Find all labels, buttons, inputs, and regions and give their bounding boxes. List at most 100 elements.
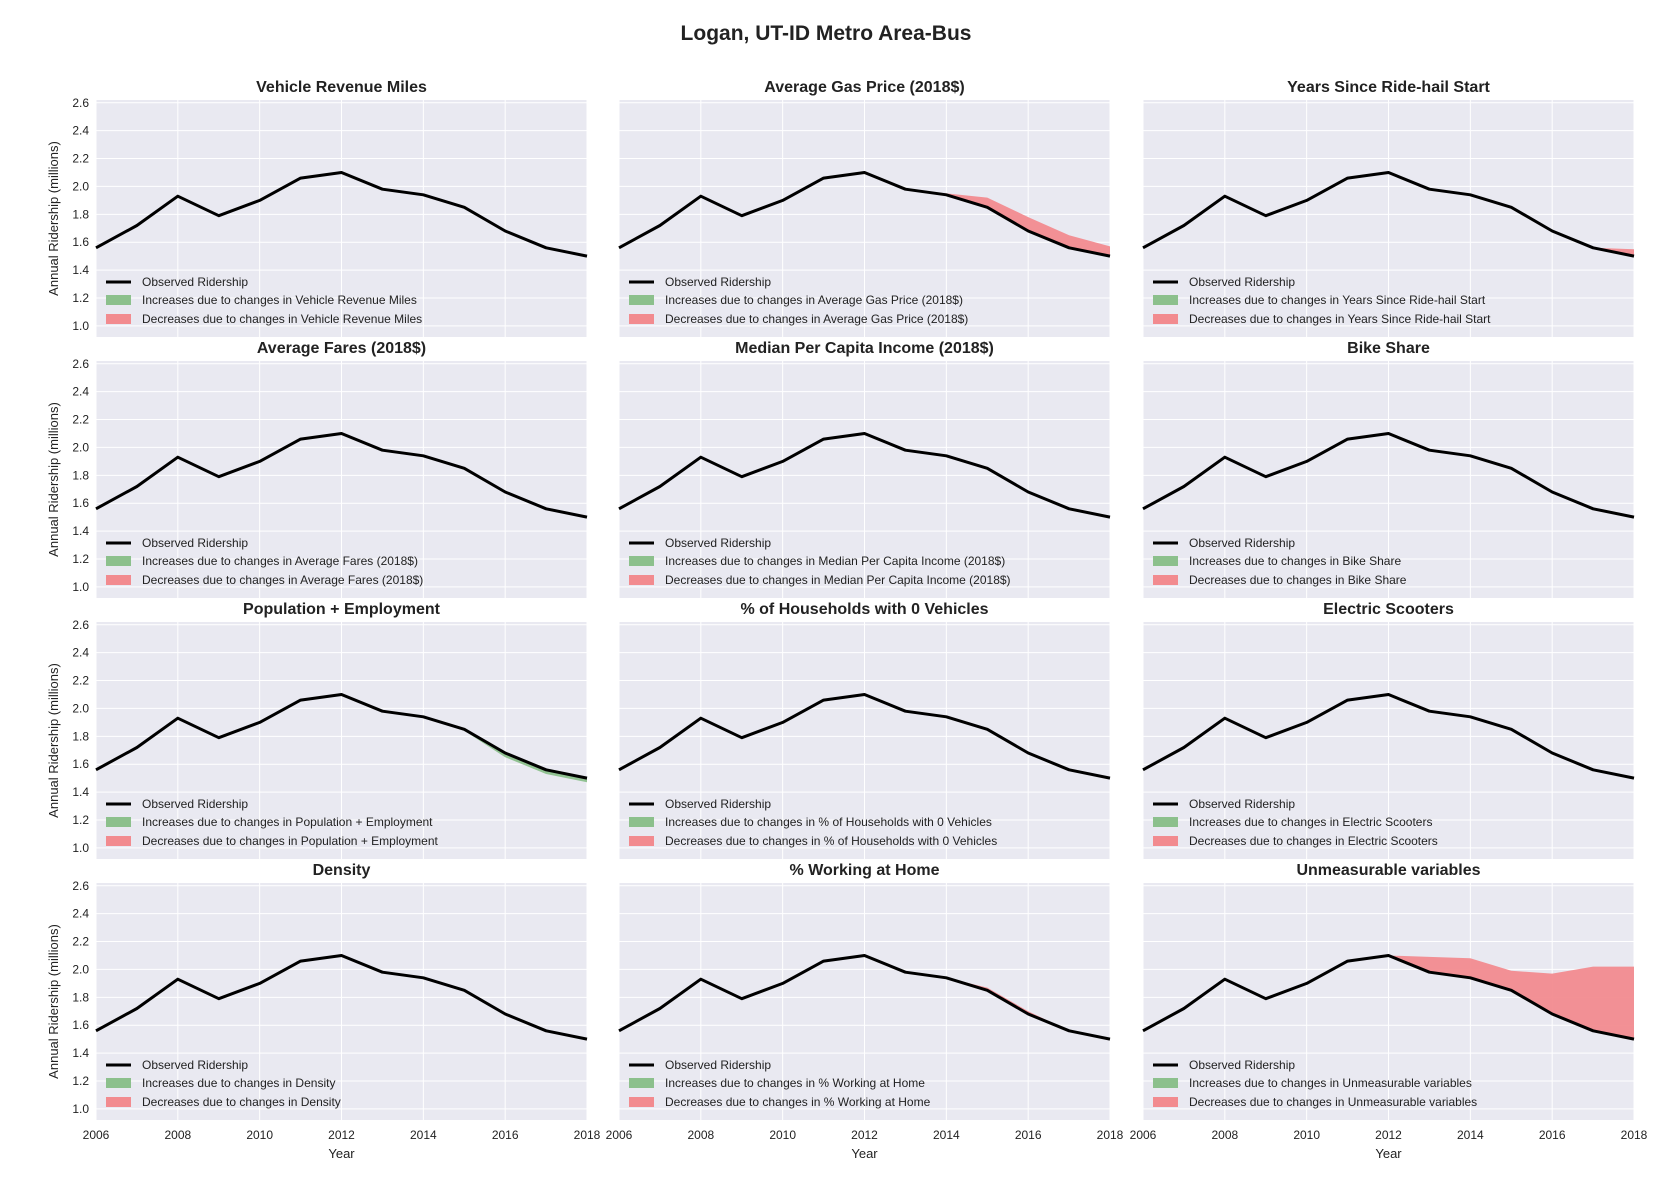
x-tick-label: 2014 [410,1128,437,1142]
y-axis-label: Annual Ridership (millions) [46,663,61,818]
panel-title: Years Since Ride-hail Start [1287,79,1490,96]
y-tick-label: 2.6 [72,618,89,632]
y-tick-label: 2.0 [72,179,89,193]
panel-title: % Working at Home [790,862,940,879]
panel-vehicle-revenue-miles: Vehicle Revenue Miles 1.0 1.2 1.4 1.6 1.8 2.0 2… [46,79,588,337]
decrease-effect-area [619,172,1110,257]
observed-ridership-line [1142,954,1635,1041]
legend: Observed Ridership Increases due to chang… [1153,1058,1477,1109]
y-tick-label: 1.0 [72,841,89,855]
legend-increase-swatch [106,295,131,305]
y-tick-label: 2.6 [72,96,89,110]
x-axis-label: Year [851,1146,878,1161]
panel-density: Density 1.0 1.2 1.4 1.6 1.8 2.0 2.2 2.4 2.6 Annual… [46,862,601,1161]
observed-ridership-line [95,954,588,1041]
legend-decrease-swatch [629,836,654,846]
legend-decrease-label: Decreases due to changes in Years Since … [1189,312,1491,326]
y-tick-label: 1.4 [72,263,89,277]
legend-decrease-label: Decreases due to changes in Population +… [142,834,439,848]
legend-decrease-swatch [629,1097,654,1107]
legend: Observed Ridership Increases due to chang… [629,797,997,848]
legend-increase-label: Increases due to changes in Median Per C… [665,554,1005,568]
legend-increase-swatch [1153,556,1178,566]
x-tick-label: 2006 [1130,1128,1157,1142]
legend-decrease-label: Decreases due to changes in Electric Sco… [1189,834,1438,848]
observed-ridership-line [1142,432,1635,519]
panel-median-per-capita-income-2018: Median Per Capita Income (2018$) Observed… [618,340,1111,598]
y-tick-label: 2.2 [72,152,89,166]
legend-increase-swatch [1153,1078,1178,1088]
legend-decrease-swatch [629,575,654,585]
legend-observed-label: Observed Ridership [142,797,248,811]
legend-decrease-swatch [106,1097,131,1107]
legend-decrease-label: Decreases due to changes in Density [142,1095,341,1109]
y-tick-label: 1.8 [72,729,89,743]
panel-average-fares-2018: Average Fares (2018$) 1.0 1.2 1.4 1.6 1.8 2.0 2… [46,340,588,598]
legend: Observed Ridership Increases due to chang… [629,1058,931,1109]
observed-ridership-line [95,171,588,258]
x-tick-label: 2010 [1293,1128,1320,1142]
panel-electric-scooters: Electric Scooters Observed Ridership Incre… [1142,601,1635,859]
y-tick-label: 2.4 [72,124,89,138]
legend-decrease-swatch [629,314,654,324]
y-tick-label: 2.0 [72,962,89,976]
legend-decrease-label: Decreases due to changes in Unmeasurable… [1189,1095,1477,1109]
y-tick-label: 2.4 [72,907,89,921]
y-tick-label: 1.4 [72,785,89,799]
observed-ridership-line [1142,693,1635,780]
observed-ridership-line [1142,171,1635,258]
legend: Observed Ridership Increases due to chang… [106,797,439,848]
legend: Observed Ridership Increases due to chang… [1153,275,1491,326]
legend-increase-swatch [629,817,654,827]
legend-increase-swatch [629,556,654,566]
y-tick-label: 1.2 [72,291,89,305]
legend-decrease-label: Decreases due to changes in Bike Share [1189,573,1407,587]
panel-title: Average Gas Price (2018$) [764,79,964,96]
observed-ridership-line [618,954,1111,1041]
x-tick-label: 2016 [1015,1128,1042,1142]
observed-ridership-line [95,432,588,519]
panel-bike-share: Bike Share Observed Ridership Increases du… [1142,340,1635,598]
legend-decrease-swatch [1153,1097,1178,1107]
legend-decrease-label: Decreases due to changes in Average Gas … [665,312,968,326]
legend-increase-label: Increases due to changes in Years Since … [1189,293,1486,307]
x-tick-label: 2016 [1539,1128,1566,1142]
x-tick-label: 2006 [83,1128,110,1142]
y-tick-label: 1.2 [72,813,89,827]
legend: Observed Ridership Increases due to chang… [1153,536,1407,587]
y-tick-label: 2.0 [72,440,89,454]
y-tick-label: 1.0 [72,1102,89,1116]
panel-average-gas-price-2018: Average Gas Price (2018$) Observed Riders… [618,79,1111,337]
decrease-effect-area [1143,955,1634,1040]
y-tick-label: 1.6 [72,1018,89,1032]
y-tick-label: 1.8 [72,207,89,221]
panel-title: Population + Employment [243,601,441,618]
y-tick-label: 2.2 [72,674,89,688]
legend-observed-label: Observed Ridership [142,536,248,550]
panel-title: Bike Share [1347,340,1430,357]
y-tick-label: 1.0 [72,580,89,594]
legend-increase-label: Increases due to changes in % of Househo… [665,815,992,829]
panel-grid: Vehicle Revenue Miles 1.0 1.2 1.4 1.6 1.8 2.0 2… [46,79,1648,1161]
panel-title: Average Fares (2018$) [257,340,426,357]
y-tick-label: 2.2 [72,935,89,949]
panel-of-households-with-0-vehicles: % of Households with 0 Vehicles Observed … [618,601,1111,859]
panel-years-since-ride-hail-start: Years Since Ride-hail Start Observed Ride… [1142,79,1635,337]
y-tick-label: 1.6 [72,757,89,771]
legend-observed-label: Observed Ridership [142,275,248,289]
legend-increase-label: Increases due to changes in Average Fare… [142,554,418,568]
panel-title: % of Households with 0 Vehicles [740,601,988,618]
legend-decrease-label: Decreases due to changes in % of Househo… [665,834,997,848]
legend-decrease-label: Decreases due to changes in % Working at… [665,1095,931,1109]
x-tick-label: 2018 [1621,1128,1648,1142]
y-axis-label: Annual Ridership (millions) [46,924,61,1079]
legend-increase-label: Increases due to changes in % Working at… [665,1076,925,1090]
x-tick-label: 2018 [574,1128,601,1142]
legend: Observed Ridership Increases due to chang… [106,275,422,326]
y-tick-label: 2.6 [72,879,89,893]
y-tick-label: 1.2 [72,1074,89,1088]
legend-increase-label: Increases due to changes in Vehicle Reve… [142,293,417,307]
legend-decrease-swatch [106,836,131,846]
legend-decrease-swatch [106,575,131,585]
legend-increase-swatch [1153,295,1178,305]
